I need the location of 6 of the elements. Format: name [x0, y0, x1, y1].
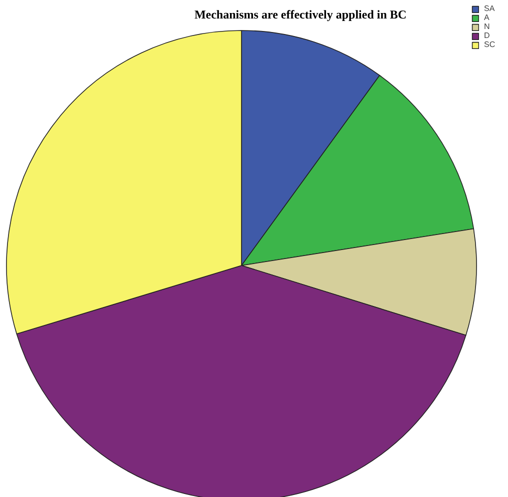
legend-label: SC	[484, 40, 496, 49]
legend-label: A	[484, 13, 490, 22]
legend-label: D	[484, 31, 491, 40]
legend-label: N	[484, 22, 491, 31]
legend-label: SA	[484, 4, 496, 13]
chart-title: Mechanisms are effectively applied in BC	[194, 8, 407, 22]
